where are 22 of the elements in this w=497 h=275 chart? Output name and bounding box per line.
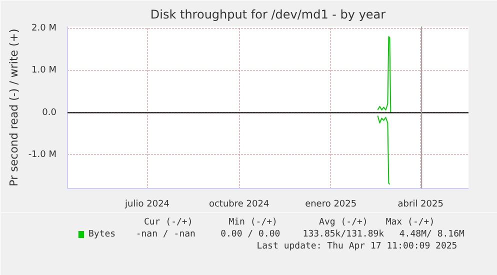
legend-label: Bytes xyxy=(88,230,116,240)
line-series xyxy=(377,115,390,185)
text: Max (-/+) xyxy=(386,218,435,228)
line-series xyxy=(377,36,392,114)
text: Cur (-/+) xyxy=(144,218,193,228)
text: -nan / -nan xyxy=(136,230,196,240)
text: 0.00 / 0.00 xyxy=(220,230,280,240)
y-tick-label: 0.0 xyxy=(42,108,57,118)
text: Last update: Thu Apr 17 11:00:09 2025 xyxy=(256,242,458,252)
text: Avg (-/+) xyxy=(319,218,368,228)
y-tick-label: 2.0 M xyxy=(32,24,57,34)
text: Min (-/+) xyxy=(228,218,278,228)
x-tick-label: abril 2025 xyxy=(398,200,444,210)
text: 133.85k/131.89k xyxy=(302,230,385,240)
y-axis-title: Pr second read (-) / write (+) xyxy=(7,28,20,186)
text: 4.48M/ 8.16M xyxy=(399,230,465,240)
chart-title: Disk throughput for /dev/md1 - by year xyxy=(150,8,386,22)
x-tick-label: julio 2024 xyxy=(124,200,170,210)
x-tick-label: octubre 2024 xyxy=(208,200,270,210)
y-tick-label: 1.0 M xyxy=(32,66,57,76)
y-tick-label: -1.0 M xyxy=(28,150,56,160)
x-tick-label: enero 2025 xyxy=(305,200,357,210)
